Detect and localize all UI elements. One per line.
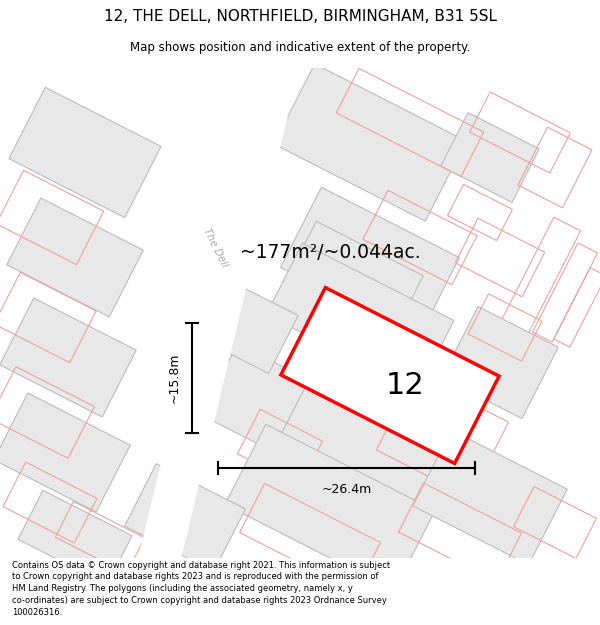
Text: ~26.4m: ~26.4m <box>322 483 371 496</box>
Text: The Dell: The Dell <box>201 226 229 269</box>
Text: ~15.8m: ~15.8m <box>167 352 181 402</box>
Polygon shape <box>281 288 499 463</box>
Polygon shape <box>441 112 539 202</box>
Text: 12, THE DELL, NORTHFIELD, BIRMINGHAM, B31 5SL: 12, THE DELL, NORTHFIELD, BIRMINGHAM, B3… <box>104 9 497 24</box>
Polygon shape <box>125 464 245 571</box>
Polygon shape <box>201 344 309 451</box>
Polygon shape <box>0 393 130 512</box>
Polygon shape <box>134 32 305 582</box>
Polygon shape <box>442 306 558 419</box>
Polygon shape <box>287 221 423 334</box>
Polygon shape <box>202 281 298 374</box>
Polygon shape <box>18 490 132 585</box>
Polygon shape <box>271 366 449 509</box>
Polygon shape <box>266 243 454 392</box>
Polygon shape <box>9 88 161 218</box>
Polygon shape <box>7 198 143 317</box>
Polygon shape <box>281 188 460 338</box>
Polygon shape <box>413 430 567 565</box>
Text: Map shows position and indicative extent of the property.: Map shows position and indicative extent… <box>130 41 470 54</box>
Polygon shape <box>274 64 466 221</box>
Text: 12: 12 <box>386 371 424 400</box>
Polygon shape <box>0 298 136 417</box>
Polygon shape <box>225 424 435 591</box>
Text: ~177m²/~0.044ac.: ~177m²/~0.044ac. <box>240 243 421 262</box>
Text: Contains OS data © Crown copyright and database right 2021. This information is : Contains OS data © Crown copyright and d… <box>12 561 390 617</box>
